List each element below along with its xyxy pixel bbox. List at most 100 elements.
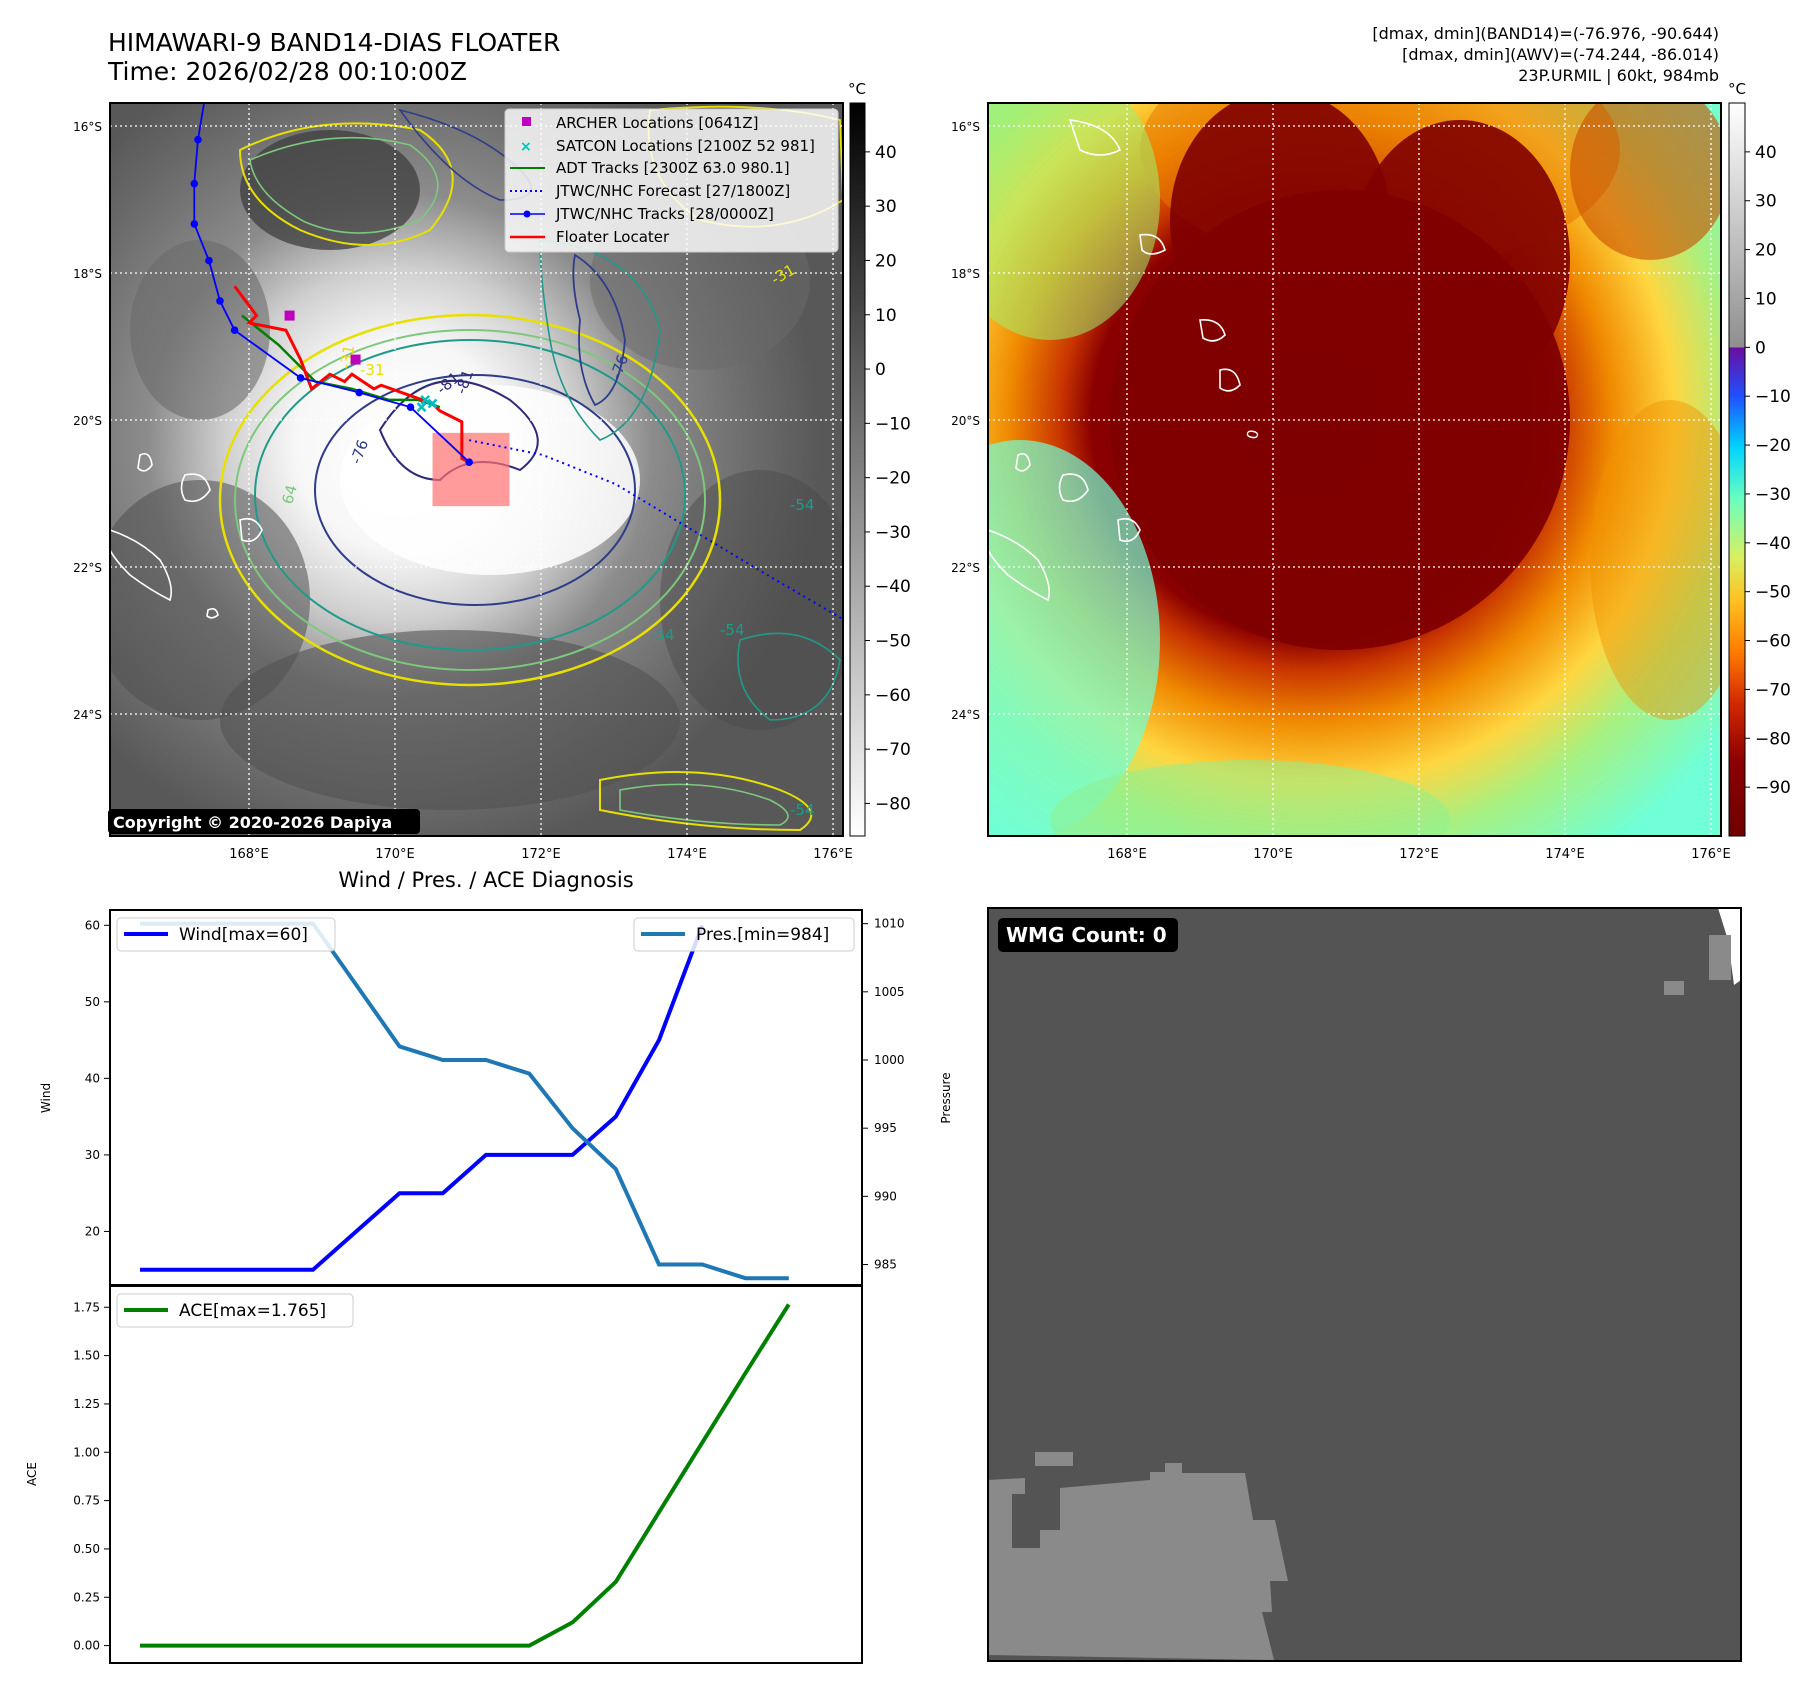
contour-label: 64 [278,483,300,506]
colorbar-tick-label: −80 [875,794,911,814]
colorbar-tick-label: −30 [1755,485,1791,505]
colorbar-tick-label: −50 [875,632,911,652]
jtwc-track-point [190,179,199,188]
pres-ylabel: Pressure [939,1072,953,1123]
lon-label: 168°E [229,847,269,862]
colorbar-tick-label: −80 [1755,729,1791,749]
lat-label: 22°S [951,561,980,575]
colorbar-tick-label: −90 [1755,778,1791,798]
wmg-light-region [988,1463,1288,1660]
ace-tick-label: 0.50 [73,1542,100,1556]
info-line-3: 23P.URMIL | 60kt, 984mb [1518,66,1719,85]
lat-label: 16°S [73,120,102,134]
pres-tick-label: 1005 [874,985,905,999]
contour-label-zero: 0 [1243,428,1262,441]
colorbar-tick-label: −10 [875,414,911,434]
jtwc-track-point [201,92,209,100]
lat-label: 24°S [73,708,102,722]
colorbar-tick-label: −20 [1755,436,1791,456]
lon-label: 170°E [375,847,415,862]
lon-label: 176°E [1691,847,1731,862]
title-line-2: Time: 2026/02/28 00:10:00Z [107,57,467,86]
legend-label-archer: ARCHER Locations [0641Z] [556,114,759,132]
jtwc-track-point [355,388,364,397]
wmg-count-badge [998,918,1178,952]
wind-tick-label: 20 [85,1224,100,1238]
lon-label: 170°E [1253,847,1293,862]
legend-label-jtwc-tracks: JTWC/NHC Tracks [28/0000Z] [555,205,774,223]
colorbar-tick-label: −10 [1755,387,1791,407]
wmg-panel: WMG Count: 0 [987,907,1742,1662]
color-colorbar-ticks: 40 30 20 10 0 −10 −20 −30 −40 −50 −60 −70 −80 −90 [1745,143,1791,798]
wind-tick-label: 40 [85,1071,100,1085]
colorbar-tick-label: −60 [1755,632,1791,652]
legend-label-adt: ADT Tracks [2300Z 63.0 980.1] [556,159,790,177]
wind-y-ticks: 60 50 40 30 20 [85,918,110,1238]
colorbar-tick-label: 0 [1755,338,1766,358]
legend-label-floater: Floater Locater [556,228,670,246]
pres-tick-label: 990 [874,1189,897,1203]
lon-label: 176°E [813,847,853,862]
legend-label-satcon: SATCON Locations [2100Z 52 981] [556,137,815,155]
satcon-point [416,402,427,413]
colorbar-tick-label: −40 [1755,534,1791,554]
ace-tick-label: 0.25 [73,1590,100,1604]
lon-label: 174°E [667,847,707,862]
contour-label: -54 [790,496,815,514]
color-colorbar-unit: °C [1728,80,1746,98]
ace-tick-label: 1.50 [73,1349,100,1363]
jtwc-track-point [296,374,305,382]
ir-colorbar [849,102,866,837]
wind-legend: Wind[max=60] [116,917,336,952]
colorbar-tick-label: −30 [875,523,911,543]
ir-colorbar-unit: °C [848,80,866,98]
colorbar-tick-label: 0 [875,360,886,380]
lat-label: 18°S [951,267,980,281]
colorbar-tick-label: 20 [1755,241,1777,261]
wind-tick-label: 60 [85,918,100,932]
archer-point [350,354,361,365]
colorbar-tick-label: 10 [1755,289,1777,309]
colorbar-tick-label: 20 [875,251,897,271]
ace-tick-label: 1.25 [73,1397,100,1411]
title-line-1: HIMAWARI-9 BAND14-DIAS FLOATER [108,28,560,57]
contour-label: -54 [650,626,675,644]
colorbar-tick-label: 30 [875,197,897,217]
wind-tick-label: 50 [85,995,100,1009]
lon-label: 174°E [1545,847,1585,862]
colorbar-tick-label: −60 [875,686,911,706]
colorbar-tick-label: 40 [1755,143,1777,163]
jtwc-track-point [230,326,239,335]
colorbar-tick-label: 10 [875,306,897,326]
archer-point [284,310,295,321]
satcon-point [420,394,431,405]
contour-label: -54 [790,801,815,819]
colorbar-tick-label: −20 [875,469,911,489]
ace-axes [109,1285,863,1664]
pres-legend: Pres.[min=984] [633,917,855,952]
jtwc-track-point [194,135,202,144]
legend-marker-satcon: × [520,139,532,155]
jtwc-track-point [205,256,213,265]
ir-track-layer [190,92,843,621]
jtwc-track-point [406,403,415,411]
jtwc-track-point [465,458,473,466]
wind-pres-axes [109,909,863,1286]
satcon-point [427,398,438,409]
map-legend: ARCHER Locations [0641Z] × SATCON Locati… [504,108,839,253]
lat-label: 22°S [73,561,102,575]
colorbar-tick-label: −70 [1755,680,1791,700]
jtwc-track-point [216,297,224,305]
info-line-1: [dmax, dmin](BAND14)=(-76.976, -90.644) [1372,24,1719,43]
wmg-count-label: WMG Count: 0 [1006,923,1167,947]
ace-ylabel: ACE [25,1462,39,1486]
ace-y-ticks: 1.75 1.50 1.25 1.00 0.75 0.50 0.25 0.00 [73,1300,110,1653]
pres-tick-label: 995 [874,1121,897,1135]
lat-label: 16°S [951,120,980,134]
colorbar-tick-label: 30 [1755,192,1777,212]
info-line-2: [dmax, dmin](AWV)=(-74.244, -86.014) [1402,45,1719,64]
color-colorbar [1728,102,1746,837]
ir-colorbar-ticks: 40 30 20 10 0 −10 −20 −30 −40 −50 −60 −70 −80 [865,143,911,814]
wind-series-line [140,924,705,1272]
